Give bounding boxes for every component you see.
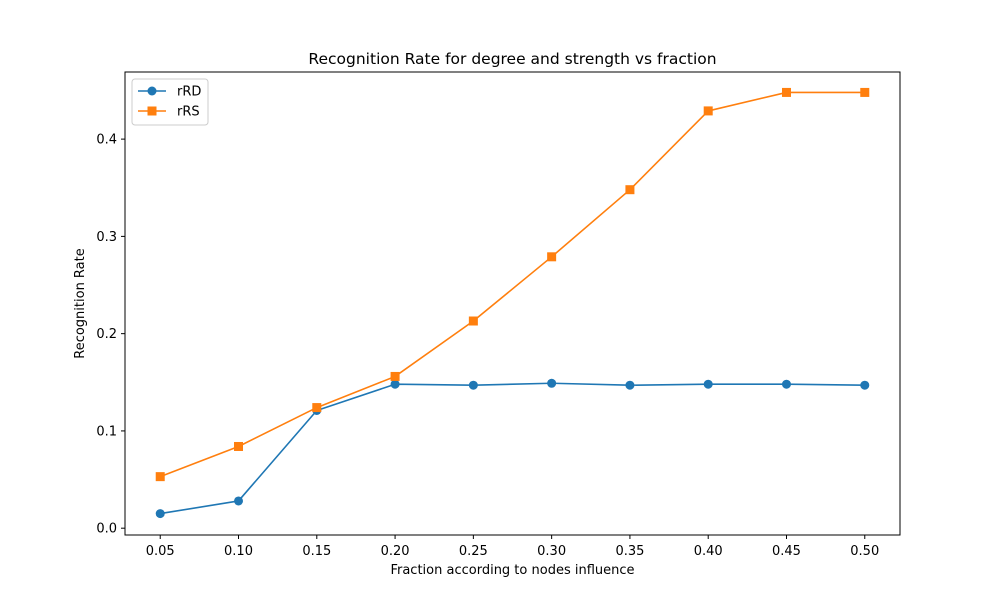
data-point [155, 472, 165, 482]
x-tick-label: 0.45 [772, 544, 801, 559]
data-point [234, 496, 244, 506]
y-axis-label: Recognition Rate [73, 248, 88, 359]
data-point [703, 106, 713, 116]
data-point [860, 380, 870, 390]
data-point [781, 87, 791, 97]
series-line-rRD [160, 382, 865, 515]
legend-item-rRD: rRD [138, 85, 201, 100]
data-point [390, 379, 400, 389]
data-point [781, 379, 791, 389]
series-layer [155, 87, 870, 519]
data-point [703, 379, 713, 389]
x-tick-label: 0.25 [459, 544, 488, 559]
legend-item-rRS: rRS [138, 105, 200, 120]
x-tick-label: 0.50 [850, 544, 879, 559]
legend-marker [147, 86, 157, 96]
data-point [468, 316, 478, 326]
y-tick-label: 0.0 [96, 522, 117, 537]
data-point [860, 87, 870, 97]
y-tick-label: 0.3 [96, 230, 117, 245]
data-point [234, 441, 244, 451]
x-tick-label: 0.05 [146, 544, 175, 559]
y-axis-ticks: 0.0 0.1 0.2 0.3 0.4 [96, 133, 125, 537]
data-point [625, 185, 635, 195]
data-point [312, 403, 322, 413]
axes-frame [124, 71, 901, 536]
legend: rRD rRS [131, 78, 209, 126]
chart-title: Recognition Rate for degree and strength… [308, 50, 716, 68]
x-tick-label: 0.40 [694, 544, 723, 559]
legend-marker [147, 106, 157, 116]
data-point [468, 380, 478, 390]
x-tick-label: 0.10 [224, 544, 253, 559]
x-axis-label: Fraction according to nodes influence [390, 563, 634, 578]
x-tick-label: 0.20 [381, 544, 410, 559]
y-tick-label: 0.2 [96, 327, 117, 342]
x-tick-label: 0.30 [537, 544, 566, 559]
y-tick-label: 0.4 [96, 133, 117, 148]
series-rRS [155, 87, 870, 482]
series-rRD [155, 378, 870, 519]
data-point [155, 509, 165, 519]
legend-label: rRD [177, 85, 201, 100]
data-point [625, 380, 635, 390]
x-tick-label: 0.15 [302, 544, 331, 559]
x-tick-label: 0.35 [615, 544, 644, 559]
y-tick-label: 0.1 [96, 424, 117, 439]
x-axis-ticks: 0.05 0.10 0.15 0.20 0.25 0.30 0.35 0.40 0.45 0.50 [146, 535, 879, 559]
legend-label: rRS [177, 105, 200, 120]
data-point [547, 378, 557, 388]
data-point [390, 371, 400, 381]
series-line-rRS [159, 91, 865, 478]
data-point [547, 252, 557, 262]
